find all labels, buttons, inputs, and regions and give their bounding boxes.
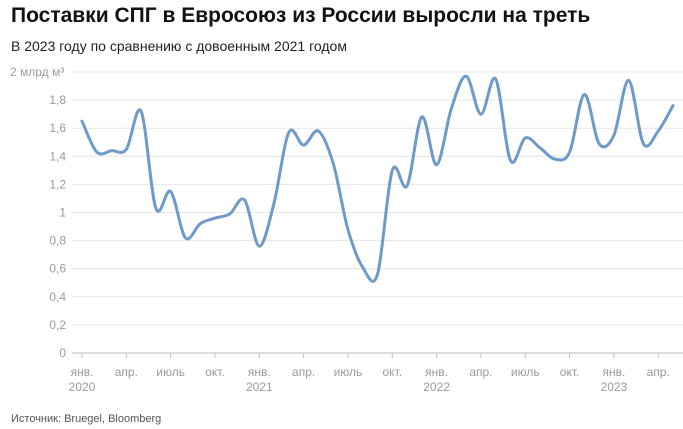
chart-subtitle: В 2023 году по сравнению с довоенным 202… [11,38,347,54]
grid-lines [72,71,683,354]
y-tick-label: 1,4 [49,149,66,163]
y-tick-label: 0,8 [49,234,66,248]
x-tick-label: апр. [292,365,315,379]
x-tick-label: апр. [647,365,670,379]
x-tick-label: янв. [71,365,94,379]
y-tick-label: 0,4 [49,290,66,304]
x-tick-label: окт. [382,365,402,379]
y-tick-label: 1,8 [49,93,66,107]
x-tick-label: янв. [248,365,271,379]
x-tick-label: июль [156,365,185,379]
x-tick-label: апр. [469,365,492,379]
y-tick-label: 1,2 [49,177,66,191]
x-tick-year-label: 2021 [246,380,273,394]
x-tick-label: янв. [425,365,448,379]
y-axis: 0 0,2 0,4 0,6 0,8 1 1,2 1,4 1,6 1,8 [49,93,66,360]
y-tick-label: 1,6 [49,121,66,135]
x-tick-year-label: 2020 [69,380,96,394]
y-tick-label: 1 [59,206,66,220]
x-tick-label: апр. [115,365,138,379]
y-tick-label: 0,2 [49,318,66,332]
y-axis-label: 2 млрд м³ [10,65,64,79]
x-tick-label: июль [334,365,363,379]
x-tick-year-label: 2023 [601,380,628,394]
y-tick-label: 0 [59,346,66,360]
series-line [80,74,675,283]
source-note: Источник: Bruegel, Bloomberg [11,413,162,425]
series-group [80,74,675,283]
x-tick-year-label: 2022 [423,380,450,394]
x-tick-label: окт. [560,365,580,379]
x-tick-label: июль [511,365,540,379]
y-tick-label: 0,6 [49,262,66,276]
x-tick-label: окт. [205,365,225,379]
chart-title: Поставки СПГ в Евросоюз из России выросл… [11,4,591,27]
x-tick-label: янв. [602,365,625,379]
